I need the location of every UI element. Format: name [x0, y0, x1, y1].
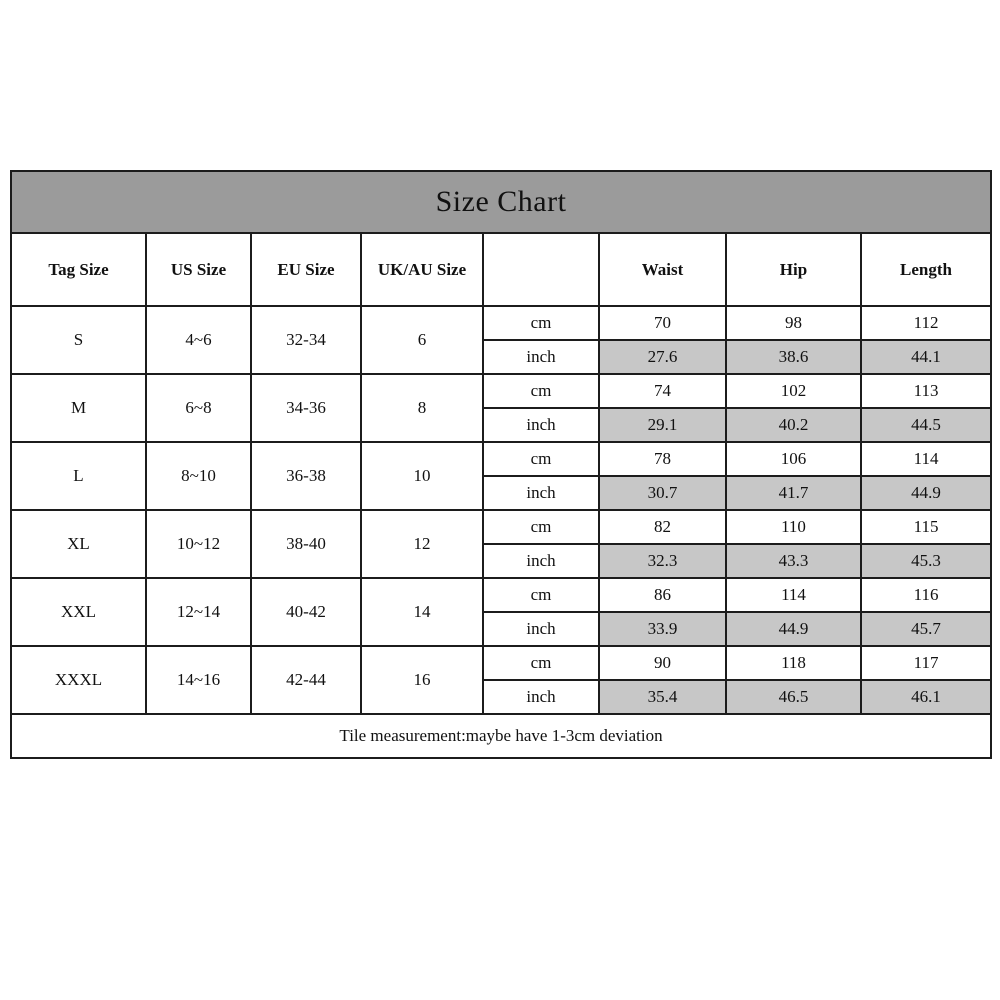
column-header-length: Length	[859, 232, 993, 307]
unit-label-cm: cm	[482, 577, 600, 613]
column-header-ukau-size: UK/AU Size	[360, 232, 484, 307]
unit-label-inch: inch	[482, 407, 600, 443]
column-header-hip: Hip	[725, 232, 862, 307]
cell-ukau-size: 14	[360, 577, 484, 647]
cell-eu-size: 40-42	[250, 577, 362, 647]
unit-label-inch: inch	[482, 611, 600, 647]
cell-us-size: 4~6	[145, 305, 252, 375]
cell-hip-cm: 98	[725, 305, 862, 341]
unit-label-cm: cm	[482, 373, 600, 409]
cell-length-inch: 44.1	[859, 339, 993, 375]
cell-waist-inch: 30.7	[598, 475, 727, 511]
cell-waist-inch: 35.4	[598, 679, 727, 715]
cell-length-cm: 113	[859, 373, 993, 409]
unit-label-inch: inch	[482, 475, 600, 511]
footer-row: Tile measurement:maybe have 1-3cm deviat…	[9, 713, 993, 759]
unit-label-inch: inch	[482, 543, 600, 579]
cell-us-size: 10~12	[145, 509, 252, 579]
header-row: Tag Size US Size EU Size UK/AU Size Wais…	[10, 232, 993, 307]
cell-length-inch: 45.7	[859, 611, 993, 647]
cell-ukau-size: 12	[360, 509, 484, 579]
cell-waist-inch: 32.3	[598, 543, 727, 579]
cell-hip-cm: 114	[725, 577, 862, 613]
cell-waist-cm: 90	[598, 645, 727, 681]
column-header-eu-size: EU Size	[250, 232, 362, 307]
cell-hip-inch: 46.5	[725, 679, 862, 715]
unit-label-cm: cm	[482, 509, 600, 545]
cell-eu-size: 34-36	[250, 373, 362, 443]
cell-waist-cm: 82	[598, 509, 727, 545]
cell-ukau-size: 8	[360, 373, 484, 443]
cell-length-inch: 45.3	[859, 543, 993, 579]
column-header-unit	[482, 232, 600, 307]
size-row-xl-cm: XL 10~12 38-40 12 cm 82 110 115	[10, 509, 993, 579]
cell-ukau-size: 10	[360, 441, 484, 511]
cell-eu-size: 42-44	[250, 645, 362, 715]
cell-us-size: 6~8	[145, 373, 252, 443]
unit-label-cm: cm	[482, 441, 600, 477]
cell-waist-inch: 29.1	[598, 407, 727, 443]
cell-length-cm: 117	[859, 645, 993, 681]
size-row-l-inch: inch 30.7 41.7 44.9	[11, 475, 993, 511]
cell-tag-size: XXXL	[10, 645, 147, 715]
size-chart-table: Size Chart Tag Size US Size EU Size UK/A…	[9, 170, 993, 759]
cell-length-cm: 115	[859, 509, 993, 545]
cell-length-inch: 46.1	[859, 679, 993, 715]
unit-label-inch: inch	[482, 339, 600, 375]
cell-eu-size: 32-34	[250, 305, 362, 375]
cell-waist-inch: 27.6	[598, 339, 727, 375]
cell-hip-inch: 41.7	[725, 475, 862, 511]
cell-tag-size: S	[10, 305, 147, 375]
size-row-s-inch: inch 27.6 38.6 44.1	[11, 339, 993, 375]
size-row-m-cm: M 6~8 34-36 8 cm 74 102 113	[10, 373, 993, 443]
size-row-m-inch: inch 29.1 40.2 44.5	[11, 407, 993, 443]
column-header-waist: Waist	[598, 232, 727, 307]
unit-label-cm: cm	[482, 645, 600, 681]
size-row-xxxl-inch: inch 35.4 46.5 46.1	[11, 679, 993, 715]
cell-hip-cm: 118	[725, 645, 862, 681]
cell-eu-size: 38-40	[250, 509, 362, 579]
cell-waist-cm: 78	[598, 441, 727, 477]
cell-hip-cm: 102	[725, 373, 862, 409]
cell-eu-size: 36-38	[250, 441, 362, 511]
cell-length-inch: 44.5	[859, 407, 993, 443]
cell-hip-inch: 44.9	[725, 611, 862, 647]
cell-waist-cm: 86	[598, 577, 727, 613]
cell-us-size: 14~16	[145, 645, 252, 715]
measurement-note: Tile measurement:maybe have 1-3cm deviat…	[9, 713, 993, 759]
cell-hip-cm: 106	[725, 441, 862, 477]
size-row-xxxl-cm: XXXL 14~16 42-44 16 cm 90 118 117	[10, 645, 993, 715]
cell-length-cm: 112	[859, 305, 993, 341]
cell-ukau-size: 16	[360, 645, 484, 715]
size-row-xxl-inch: inch 33.9 44.9 45.7	[11, 611, 993, 647]
cell-hip-cm: 110	[725, 509, 862, 545]
cell-tag-size: L	[10, 441, 147, 511]
cell-tag-size: M	[10, 373, 147, 443]
title-row: Size Chart	[9, 170, 993, 234]
column-header-us-size: US Size	[145, 232, 252, 307]
cell-tag-size: XL	[10, 509, 147, 579]
size-row-xl-inch: inch 32.3 43.3 45.3	[11, 543, 993, 579]
cell-us-size: 8~10	[145, 441, 252, 511]
cell-hip-inch: 43.3	[725, 543, 862, 579]
cell-hip-inch: 40.2	[725, 407, 862, 443]
size-row-xxl-cm: XXL 12~14 40-42 14 cm 86 114 116	[10, 577, 993, 647]
size-row-s-cm: S 4~6 32-34 6 cm 70 98 112	[10, 305, 993, 375]
cell-length-cm: 114	[859, 441, 993, 477]
cell-ukau-size: 6	[360, 305, 484, 375]
unit-label-inch: inch	[482, 679, 600, 715]
cell-tag-size: XXL	[10, 577, 147, 647]
column-header-tag-size: Tag Size	[10, 232, 147, 307]
cell-hip-inch: 38.6	[725, 339, 862, 375]
cell-us-size: 12~14	[145, 577, 252, 647]
cell-length-cm: 116	[859, 577, 993, 613]
page-title: Size Chart	[9, 170, 993, 234]
unit-label-cm: cm	[482, 305, 600, 341]
cell-length-inch: 44.9	[859, 475, 993, 511]
cell-waist-inch: 33.9	[598, 611, 727, 647]
cell-waist-cm: 74	[598, 373, 727, 409]
size-row-l-cm: L 8~10 36-38 10 cm 78 106 114	[10, 441, 993, 511]
cell-waist-cm: 70	[598, 305, 727, 341]
